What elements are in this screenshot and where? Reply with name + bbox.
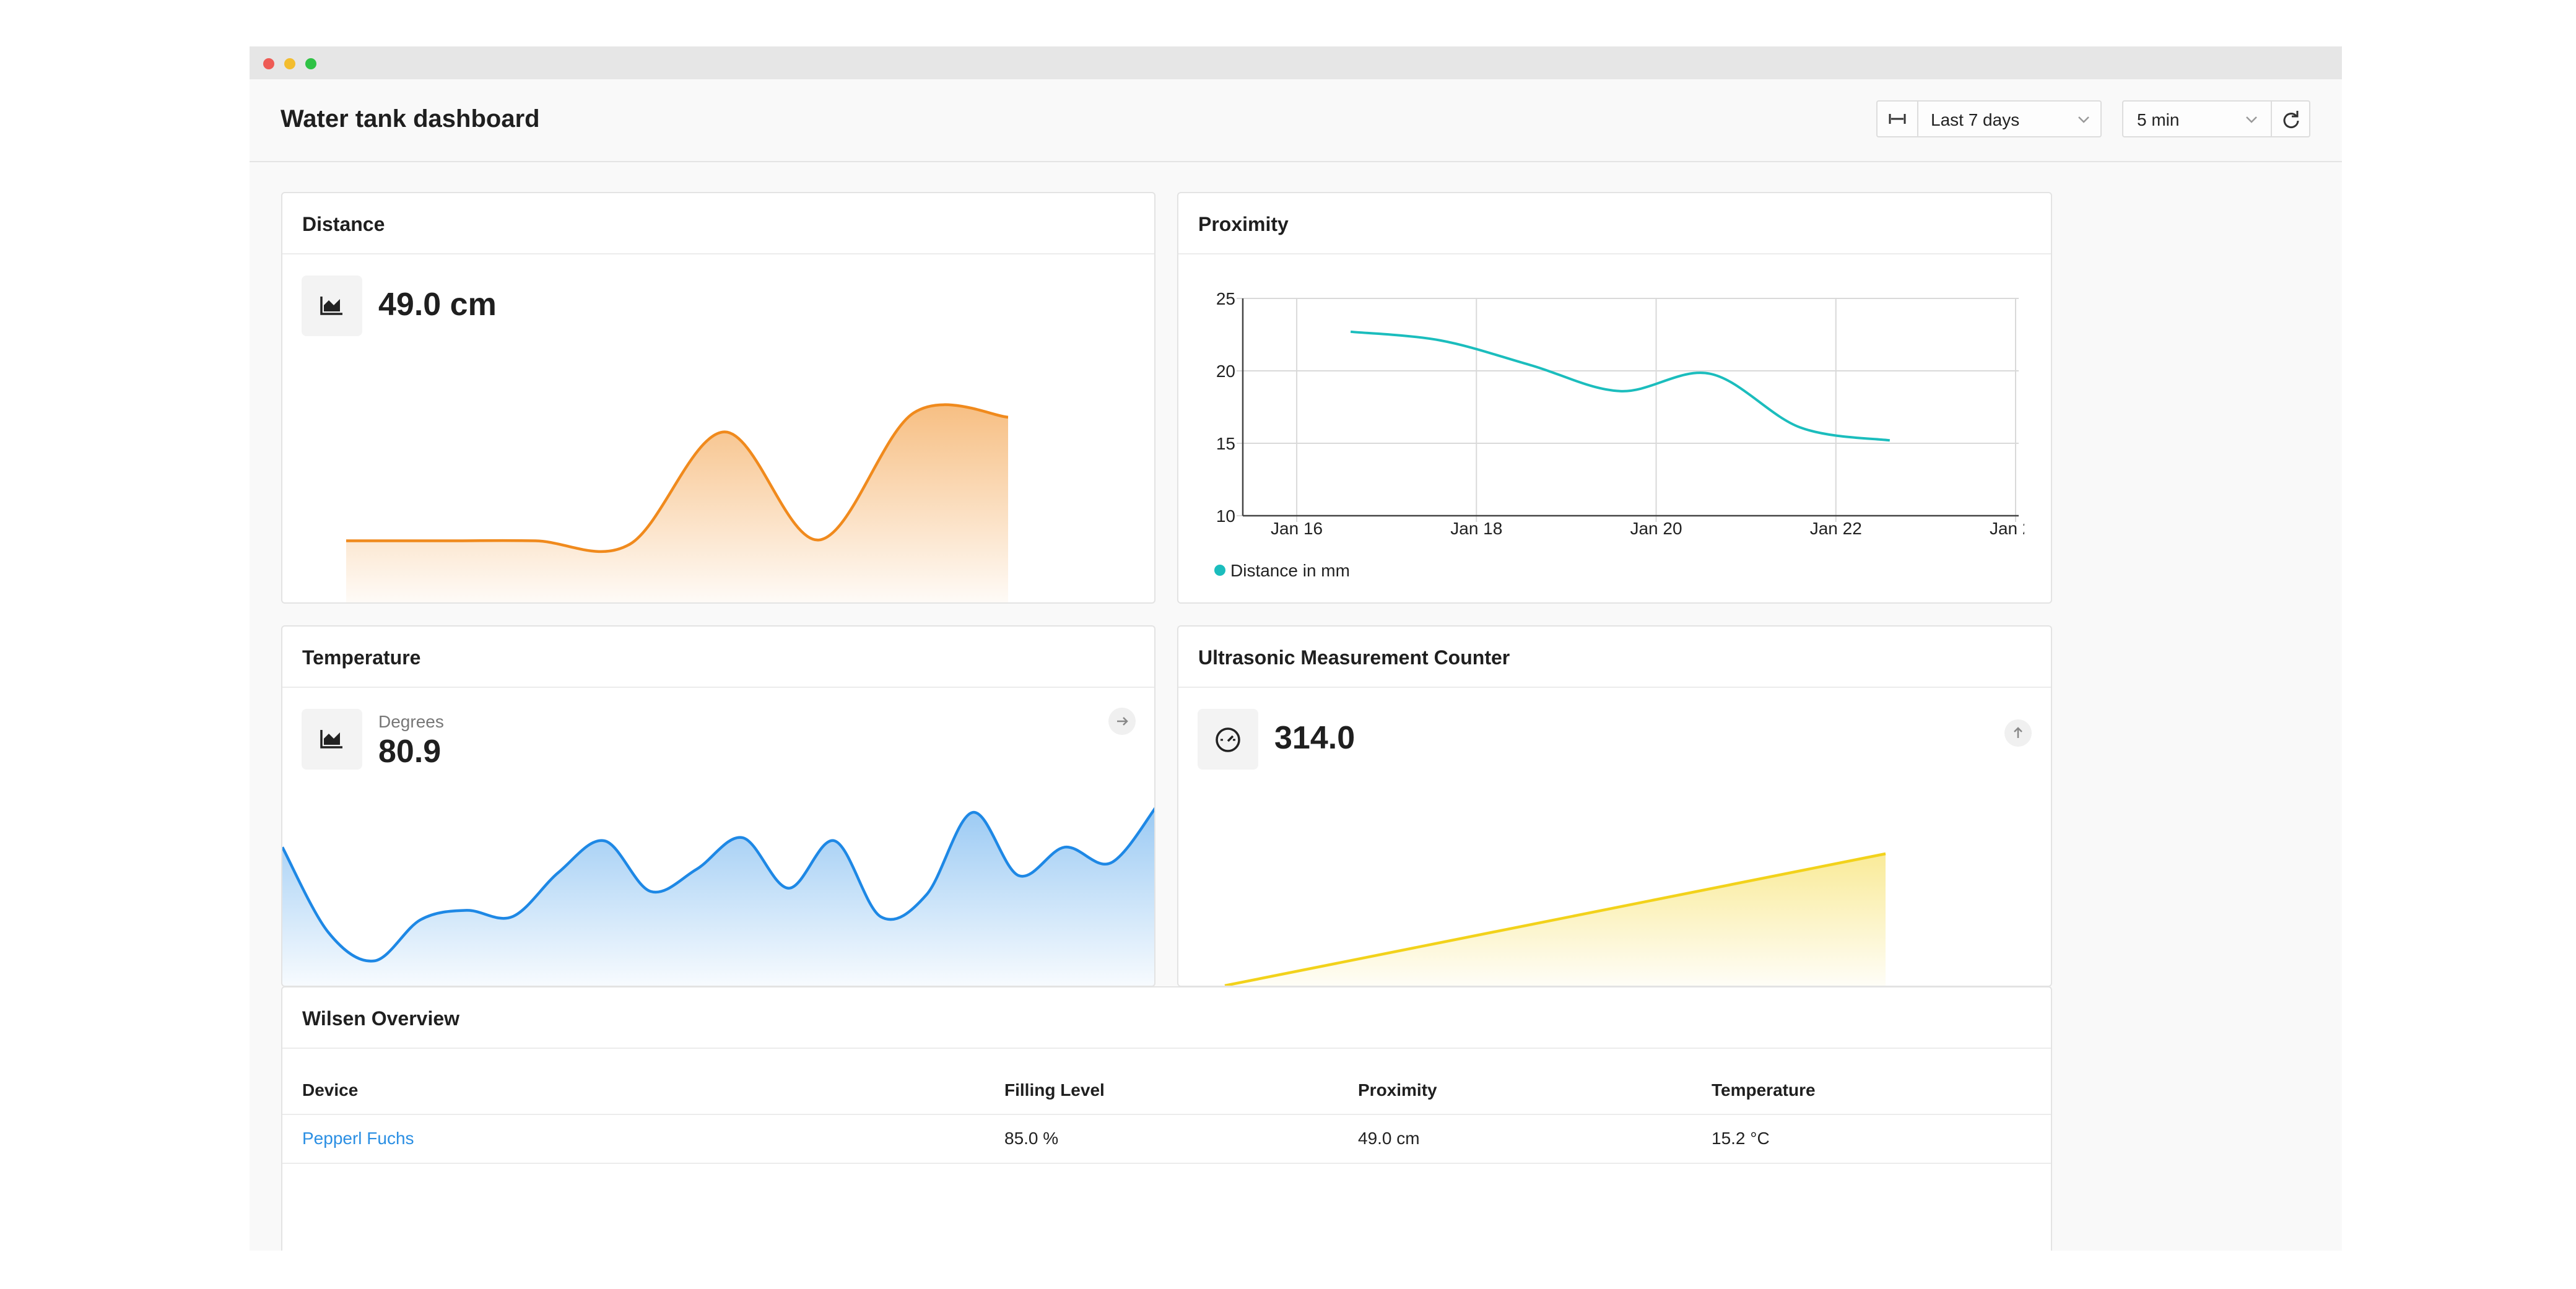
counter-card: Ultrasonic Measurement Counter 314.0: [1177, 625, 2052, 987]
window-titlebar: [250, 46, 2342, 79]
gauge-icon-box: [1198, 709, 1258, 770]
y-tick-label: 10: [1216, 506, 1235, 526]
chart-icon-box: [302, 709, 362, 770]
column-header-filling-level[interactable]: Filling Level: [1004, 1080, 1105, 1100]
legend-label: Distance in mm: [1230, 561, 1350, 580]
refresh-interval-value[interactable]: 5 min: [2137, 110, 2180, 129]
temperature-series-area: [282, 809, 1154, 986]
card-title: Proximity: [1198, 213, 1289, 235]
column-header-proximity[interactable]: Proximity: [1358, 1080, 1437, 1100]
chevron-down-icon[interactable]: [2077, 113, 2091, 126]
time-range-picker[interactable]: Last 7 days: [1876, 100, 2102, 137]
arrow-up-icon: [2014, 727, 2022, 738]
time-range-value[interactable]: Last 7 days: [1931, 110, 2020, 129]
details-button[interactable]: [1108, 708, 1136, 735]
chevron-down-icon[interactable]: [2245, 113, 2258, 126]
app-window: Water tank dashboard Last 7 days 5 min: [250, 46, 2342, 1251]
page-title: Water tank dashboard: [281, 105, 540, 132]
card-title: Distance: [302, 213, 385, 235]
divider: [282, 1048, 2051, 1049]
refresh-button[interactable]: [2271, 102, 2312, 136]
temperature-value: 80.9: [378, 734, 442, 770]
divider: [1178, 687, 2051, 688]
distance-area-chart: [346, 403, 1009, 602]
minimize-window-button[interactable]: [284, 58, 295, 69]
filling-level-cell: 85.0 %: [1004, 1129, 1059, 1148]
distance-series-line: [346, 403, 1009, 553]
divider: [282, 1114, 2051, 1115]
plot-clip: [2024, 292, 2051, 540]
maximize-window-button[interactable]: [305, 58, 316, 69]
overview-card: Wilsen Overview Device Filling Level Pro…: [281, 986, 2052, 1251]
close-window-button[interactable]: [263, 58, 274, 69]
card-title: Ultrasonic Measurement Counter: [1198, 646, 1510, 669]
temperature-series-line: [282, 807, 1154, 963]
column-header-device[interactable]: Device: [302, 1080, 359, 1100]
x-tick-label: Jan 16: [1271, 519, 1323, 538]
x-tick-label: Jan 18: [1450, 519, 1502, 538]
temperature-cell: 15.2 °C: [1712, 1129, 1770, 1148]
x-tick-label: Jan 22: [1810, 519, 1862, 538]
arrow-right-icon: [1117, 717, 1128, 726]
trend-button[interactable]: [2004, 719, 2032, 747]
proximity-series-line: [1350, 330, 1891, 442]
area-chart-icon: [320, 297, 342, 315]
temperature-area-chart: [282, 807, 1154, 986]
legend-marker: [1214, 565, 1225, 576]
distance-card: Distance 49.0 cm: [281, 192, 1155, 604]
y-tick-label: 25: [1216, 289, 1235, 308]
dashboard-header: Water tank dashboard Last 7 days 5 min: [250, 79, 2342, 162]
temperature-card: Temperature Degrees 80.9: [281, 625, 1155, 987]
chart-icon-box: [302, 276, 362, 336]
divider: [282, 687, 1154, 688]
range-icon: [1889, 114, 1906, 124]
proximity-card: Proximity 10 15 20 25 Jan 16 Jan 18 Jan 20 Jan …: [1177, 192, 2052, 604]
divider: [282, 1163, 2051, 1164]
gauge-icon: [1216, 727, 1240, 752]
distance-value: 49.0 cm: [378, 287, 497, 323]
range-button[interactable]: [1878, 102, 1918, 136]
divider: [282, 253, 1154, 254]
card-title: Temperature: [302, 646, 421, 669]
area-chart-icon: [320, 730, 342, 749]
column-header-temperature[interactable]: Temperature: [1712, 1080, 1816, 1100]
divider: [1178, 253, 2051, 254]
counter-value: 314.0: [1274, 720, 1355, 756]
proximity-cell: 49.0 cm: [1358, 1129, 1420, 1148]
card-title: Wilsen Overview: [302, 1007, 460, 1030]
counter-series-line: [1224, 852, 1886, 986]
counter-area-chart: [1224, 852, 1886, 986]
y-tick-label: 20: [1216, 362, 1235, 381]
refresh-icon: [2283, 111, 2299, 129]
refresh-interval-select[interactable]: 5 min: [2122, 100, 2310, 137]
distance-series-area: [346, 404, 1008, 602]
device-link[interactable]: Pepperl Fuchs: [302, 1129, 414, 1148]
y-tick-label: 15: [1216, 434, 1235, 453]
x-tick-label: Jan 20: [1630, 519, 1682, 538]
temperature-unit-label: Degrees: [378, 712, 444, 731]
